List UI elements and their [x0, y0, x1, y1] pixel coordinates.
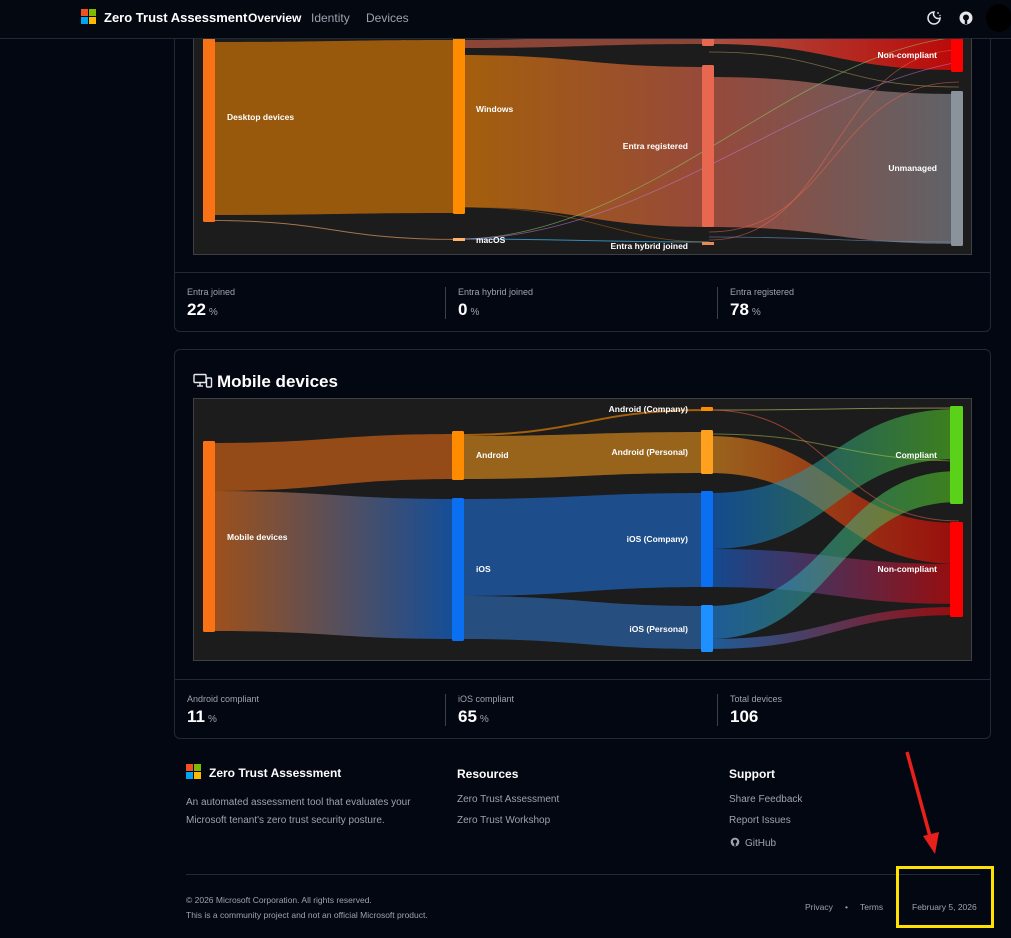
node-macos [453, 238, 465, 241]
user-avatar[interactable] [986, 4, 1011, 32]
nav-devices[interactable]: Devices [366, 11, 409, 25]
flow-ios-company-noncompliant [709, 549, 959, 604]
highlight-box [896, 866, 994, 928]
label-non-compliant: Non-compliant [878, 50, 938, 60]
theme-toggle-icon[interactable] [925, 9, 943, 27]
label-entra-registered: Entra registered [623, 141, 688, 151]
label-mobile-devices: Mobile devices [227, 532, 288, 542]
flow-registered-unmanaged [709, 77, 959, 244]
flow-ios-company [459, 493, 709, 596]
divider [445, 287, 446, 319]
node-compliant [950, 406, 963, 504]
link-report-issues[interactable]: Report Issues [729, 815, 791, 826]
flow-mobile-android [209, 434, 459, 491]
node-unmanaged [951, 91, 963, 246]
divider [717, 694, 718, 726]
stat-label: Entra joined [187, 287, 236, 297]
node-ios-personal [701, 605, 713, 652]
separator-dot: • [845, 902, 848, 912]
label-android-personal: Android (Personal) [611, 447, 688, 457]
link-zero-trust-assessment[interactable]: Zero Trust Assessment [457, 794, 560, 805]
node-desktop-devices [203, 30, 215, 222]
app-title[interactable]: Zero Trust Assessment [104, 10, 248, 25]
mobile-devices-title: Mobile devices [217, 372, 338, 391]
stat-value: 0% [458, 300, 480, 319]
link-zero-trust-workshop[interactable]: Zero Trust Workshop [457, 815, 551, 826]
flow-desktop-windows [209, 40, 459, 215]
desktop-devices-card: Desktop devices Windows macOS Entra regi… [174, 0, 991, 332]
flow-ios-personal [459, 596, 709, 649]
label-unmanaged: Unmanaged [888, 163, 937, 173]
mobile-sankey-chart: Mobile devices Android iOS Android (Comp… [193, 398, 972, 661]
node-entra-registered [702, 65, 714, 227]
label-android-company: Android (Company) [609, 404, 688, 414]
stat-value: 65% [458, 707, 489, 726]
flow-ios-personal-noncompliant [709, 607, 959, 649]
red-arrow-icon [905, 751, 939, 854]
node-ios-company [701, 491, 713, 587]
nav-identity[interactable]: Identity [311, 11, 350, 25]
label-non-compliant: Non-compliant [878, 564, 938, 574]
node-entra-hybrid [702, 242, 714, 245]
label-macos: macOS [476, 235, 506, 245]
microsoft-logo-icon[interactable] [81, 9, 96, 24]
label-ios: iOS [476, 564, 491, 574]
stat-label: Total devices [730, 694, 783, 704]
link-share-feedback[interactable]: Share Feedback [729, 794, 803, 805]
stat-label: Android compliant [187, 694, 260, 704]
copyright: © 2026 Microsoft Corporation. All rights… [186, 895, 372, 905]
microsoft-logo-icon [186, 764, 201, 779]
node-android-personal [701, 430, 713, 474]
divider [445, 694, 446, 726]
stat-label: Entra hybrid joined [458, 287, 534, 297]
flow-ios-personal-compliant [709, 471, 959, 639]
desktop-stats-row: Entra joined 22% Entra hybrid joined 0% … [175, 272, 990, 331]
divider [717, 287, 718, 319]
privacy-link[interactable]: Privacy [805, 902, 833, 912]
label-desktop-devices: Desktop devices [227, 112, 294, 122]
flow-android-personal [459, 432, 709, 479]
label-android: Android [476, 450, 509, 460]
flow-ios-company-compliant [709, 409, 959, 549]
flow-top-noncompliant [709, 32, 959, 70]
stat-value: 22% [187, 300, 218, 319]
footer-brand: Zero Trust Assessment [209, 766, 342, 780]
footer-divider [186, 874, 980, 875]
node-ios [452, 498, 464, 641]
node-non-compliant [950, 522, 963, 617]
flow-android-company [459, 409, 709, 436]
desktop-sankey-chart: Desktop devices Windows macOS Entra regi… [193, 0, 972, 255]
stat-value: 106 [730, 707, 759, 726]
footer-description: An automated assessment tool that evalua… [186, 797, 411, 826]
github-icon[interactable] [957, 9, 975, 27]
label-ios-company: iOS (Company) [627, 534, 689, 544]
node-mobile-devices [203, 441, 215, 632]
resources-heading: Resources [457, 767, 519, 781]
support-heading: Support [729, 767, 775, 781]
label-windows: Windows [476, 104, 513, 114]
top-nav: Zero Trust Assessment Overview Identity … [0, 0, 1011, 39]
flow-mobile-ios [209, 491, 459, 639]
stat-value: 78% [730, 300, 761, 319]
mobile-stats-row: Android compliant 11% iOS compliant 65% … [175, 679, 990, 738]
node-windows [453, 30, 465, 214]
node-android [452, 431, 464, 480]
link-github[interactable]: GitHub [729, 836, 776, 849]
github-icon [730, 837, 740, 847]
stat-value: 11% [187, 707, 217, 726]
flow-desktop-macos [209, 220, 459, 240]
node-android-company [701, 407, 713, 411]
label-ios-personal: iOS (Personal) [629, 624, 688, 634]
stat-label: Entra registered [730, 287, 795, 297]
label-entra-hybrid-joined: Entra hybrid joined [611, 241, 688, 251]
terms-link[interactable]: Terms [860, 902, 884, 912]
disclaimer: This is a community project and not an o… [186, 910, 428, 920]
label-compliant: Compliant [895, 450, 937, 460]
nav-overview[interactable]: Overview [248, 11, 302, 25]
build-date: February 5, 2026 [912, 902, 977, 912]
mobile-devices-card: Mobile devices [174, 349, 991, 739]
devices-icon [193, 373, 213, 388]
stat-label: iOS compliant [458, 694, 515, 704]
